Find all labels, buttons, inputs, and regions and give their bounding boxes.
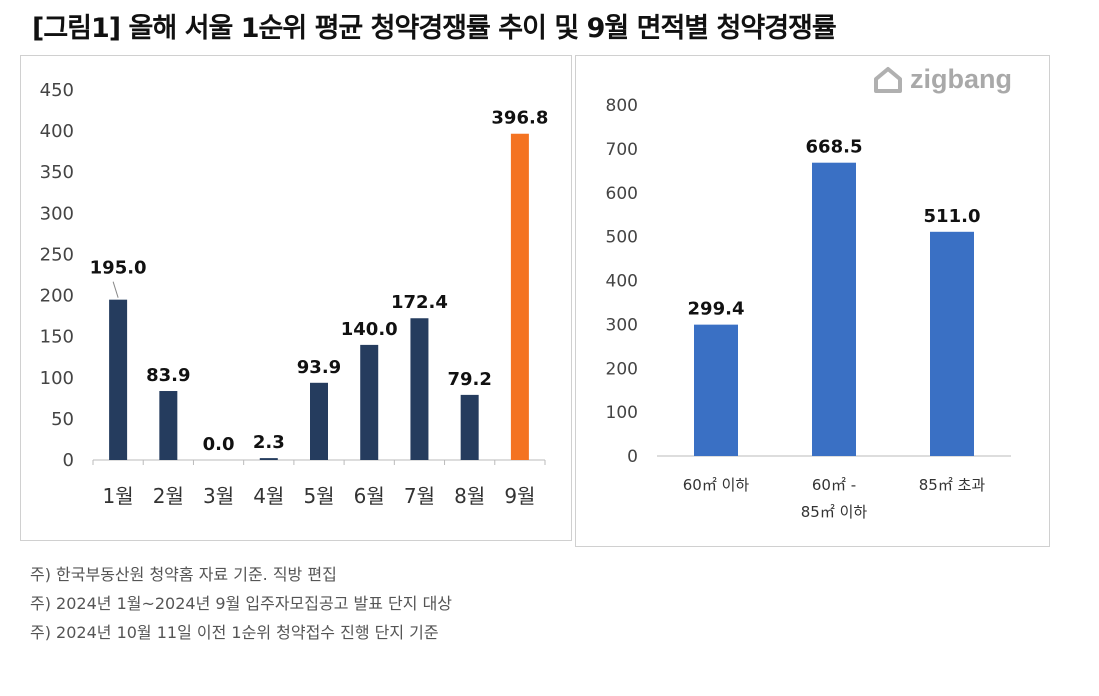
bar xyxy=(410,318,429,460)
y-tick-label: 0 xyxy=(63,450,74,471)
x-category-label: 4월 xyxy=(253,484,284,508)
data-label: 83.9 xyxy=(146,365,190,386)
bar xyxy=(460,394,479,460)
y-tick-label: 450 xyxy=(40,80,74,101)
data-label: 79.2 xyxy=(447,369,491,390)
data-label: 93.9 xyxy=(297,357,341,378)
bar xyxy=(310,382,328,460)
footnote: 주) 2024년 1월~2024년 9월 입주자모집공고 발표 단지 대상 xyxy=(30,594,453,613)
data-label: 511.0 xyxy=(924,206,981,227)
data-label: 140.0 xyxy=(341,319,398,340)
y-tick-label: 300 xyxy=(606,315,638,335)
bar xyxy=(812,162,856,456)
bar xyxy=(360,344,379,460)
y-tick-label: 600 xyxy=(606,184,638,204)
y-tick-label: 200 xyxy=(40,286,74,307)
y-tick-label: 200 xyxy=(606,359,638,379)
data-label: 396.8 xyxy=(491,108,548,129)
y-tick-label: 250 xyxy=(40,244,74,265)
bar xyxy=(510,133,529,460)
footnote: 주) 2024년 10월 11일 이전 1순위 청약접수 진행 단지 기준 xyxy=(30,623,439,642)
x-category-label: 3월 xyxy=(203,484,234,508)
y-tick-label: 100 xyxy=(40,368,74,389)
bar xyxy=(109,299,128,460)
y-tick-label: 300 xyxy=(40,203,74,224)
x-category-label: 8월 xyxy=(454,484,485,508)
bar xyxy=(930,231,974,456)
data-label: 2.3 xyxy=(253,432,285,453)
y-tick-label: 400 xyxy=(606,272,638,292)
x-category-label: 60㎡ 이하 xyxy=(683,476,750,494)
zigbang-house-icon xyxy=(874,66,902,93)
data-label: 299.4 xyxy=(688,299,745,320)
footnotes: 주) 한국부동산원 청약홈 자료 기준. 직방 편집 주) 2024년 1월~2… xyxy=(30,560,452,647)
y-tick-label: 350 xyxy=(40,162,74,183)
data-label: 172.4 xyxy=(391,292,448,313)
x-category-label: 2월 xyxy=(153,484,184,508)
x-category-label: 85㎡ 초과 xyxy=(919,476,986,494)
data-label: 0.0 xyxy=(203,434,235,455)
x-category-label: 1월 xyxy=(103,484,134,508)
y-tick-label: 500 xyxy=(606,228,638,248)
y-tick-label: 50 xyxy=(51,409,74,430)
bar xyxy=(259,458,278,460)
x-category-label: 60㎡ - xyxy=(812,476,856,494)
x-category-label: 85㎡ 이하 xyxy=(801,503,868,521)
data-label: 668.5 xyxy=(806,137,863,158)
y-tick-label: 400 xyxy=(40,121,74,142)
leader-line xyxy=(112,281,119,298)
figure-title: [그림1] 올해 서울 1순위 평균 청약경쟁률 추이 및 9월 면적별 청약경… xyxy=(32,13,837,44)
x-category-label: 7월 xyxy=(404,484,435,508)
data-label: 195.0 xyxy=(90,258,147,279)
x-category-label: 6월 xyxy=(354,484,385,508)
x-category-label: 9월 xyxy=(504,484,535,508)
zigbang-logo: zigbang xyxy=(872,64,1012,95)
y-tick-label: 0 xyxy=(627,447,638,467)
y-tick-label: 800 xyxy=(606,96,638,116)
bar xyxy=(694,324,738,456)
bar xyxy=(159,391,178,460)
logo-text: zigbang xyxy=(910,64,1012,94)
y-tick-label: 150 xyxy=(40,327,74,348)
x-category-label: 5월 xyxy=(303,484,334,508)
y-tick-label: 100 xyxy=(606,403,638,423)
y-tick-label: 700 xyxy=(606,140,638,160)
footnote: 주) 한국부동산원 청약홈 자료 기준. 직방 편집 xyxy=(30,565,337,584)
